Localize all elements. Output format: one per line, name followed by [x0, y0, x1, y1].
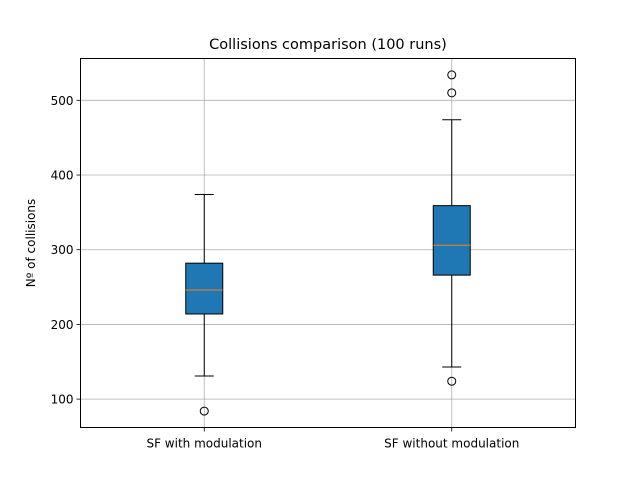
grid-layer — [80, 58, 576, 428]
x-tick-label: SF with modulation — [146, 437, 262, 451]
y-tick-label: 400 — [51, 169, 74, 183]
x-tick-label: SF without modulation — [384, 437, 519, 451]
y-axis-label: Nº of collisions — [24, 199, 38, 288]
outlier-point — [447, 376, 457, 386]
outlier-point — [447, 70, 457, 80]
box-group — [432, 70, 471, 386]
tick-layer: 100 200 300 400 500 SF with modulation SF with… — [51, 94, 520, 451]
box-layer — [185, 70, 471, 416]
outlier-point — [199, 406, 209, 416]
box-iqr — [432, 205, 471, 276]
outlier-point — [447, 88, 457, 98]
y-tick-label: 100 — [51, 393, 74, 407]
y-tick-label: 300 — [51, 243, 74, 257]
box-iqr — [185, 262, 224, 315]
chart-title: Collisions comparison (100 runs) — [209, 37, 447, 53]
y-tick-label: 200 — [51, 318, 74, 332]
y-tick-label: 500 — [51, 94, 74, 108]
box-group — [185, 193, 224, 416]
plot-frame — [80, 58, 576, 428]
